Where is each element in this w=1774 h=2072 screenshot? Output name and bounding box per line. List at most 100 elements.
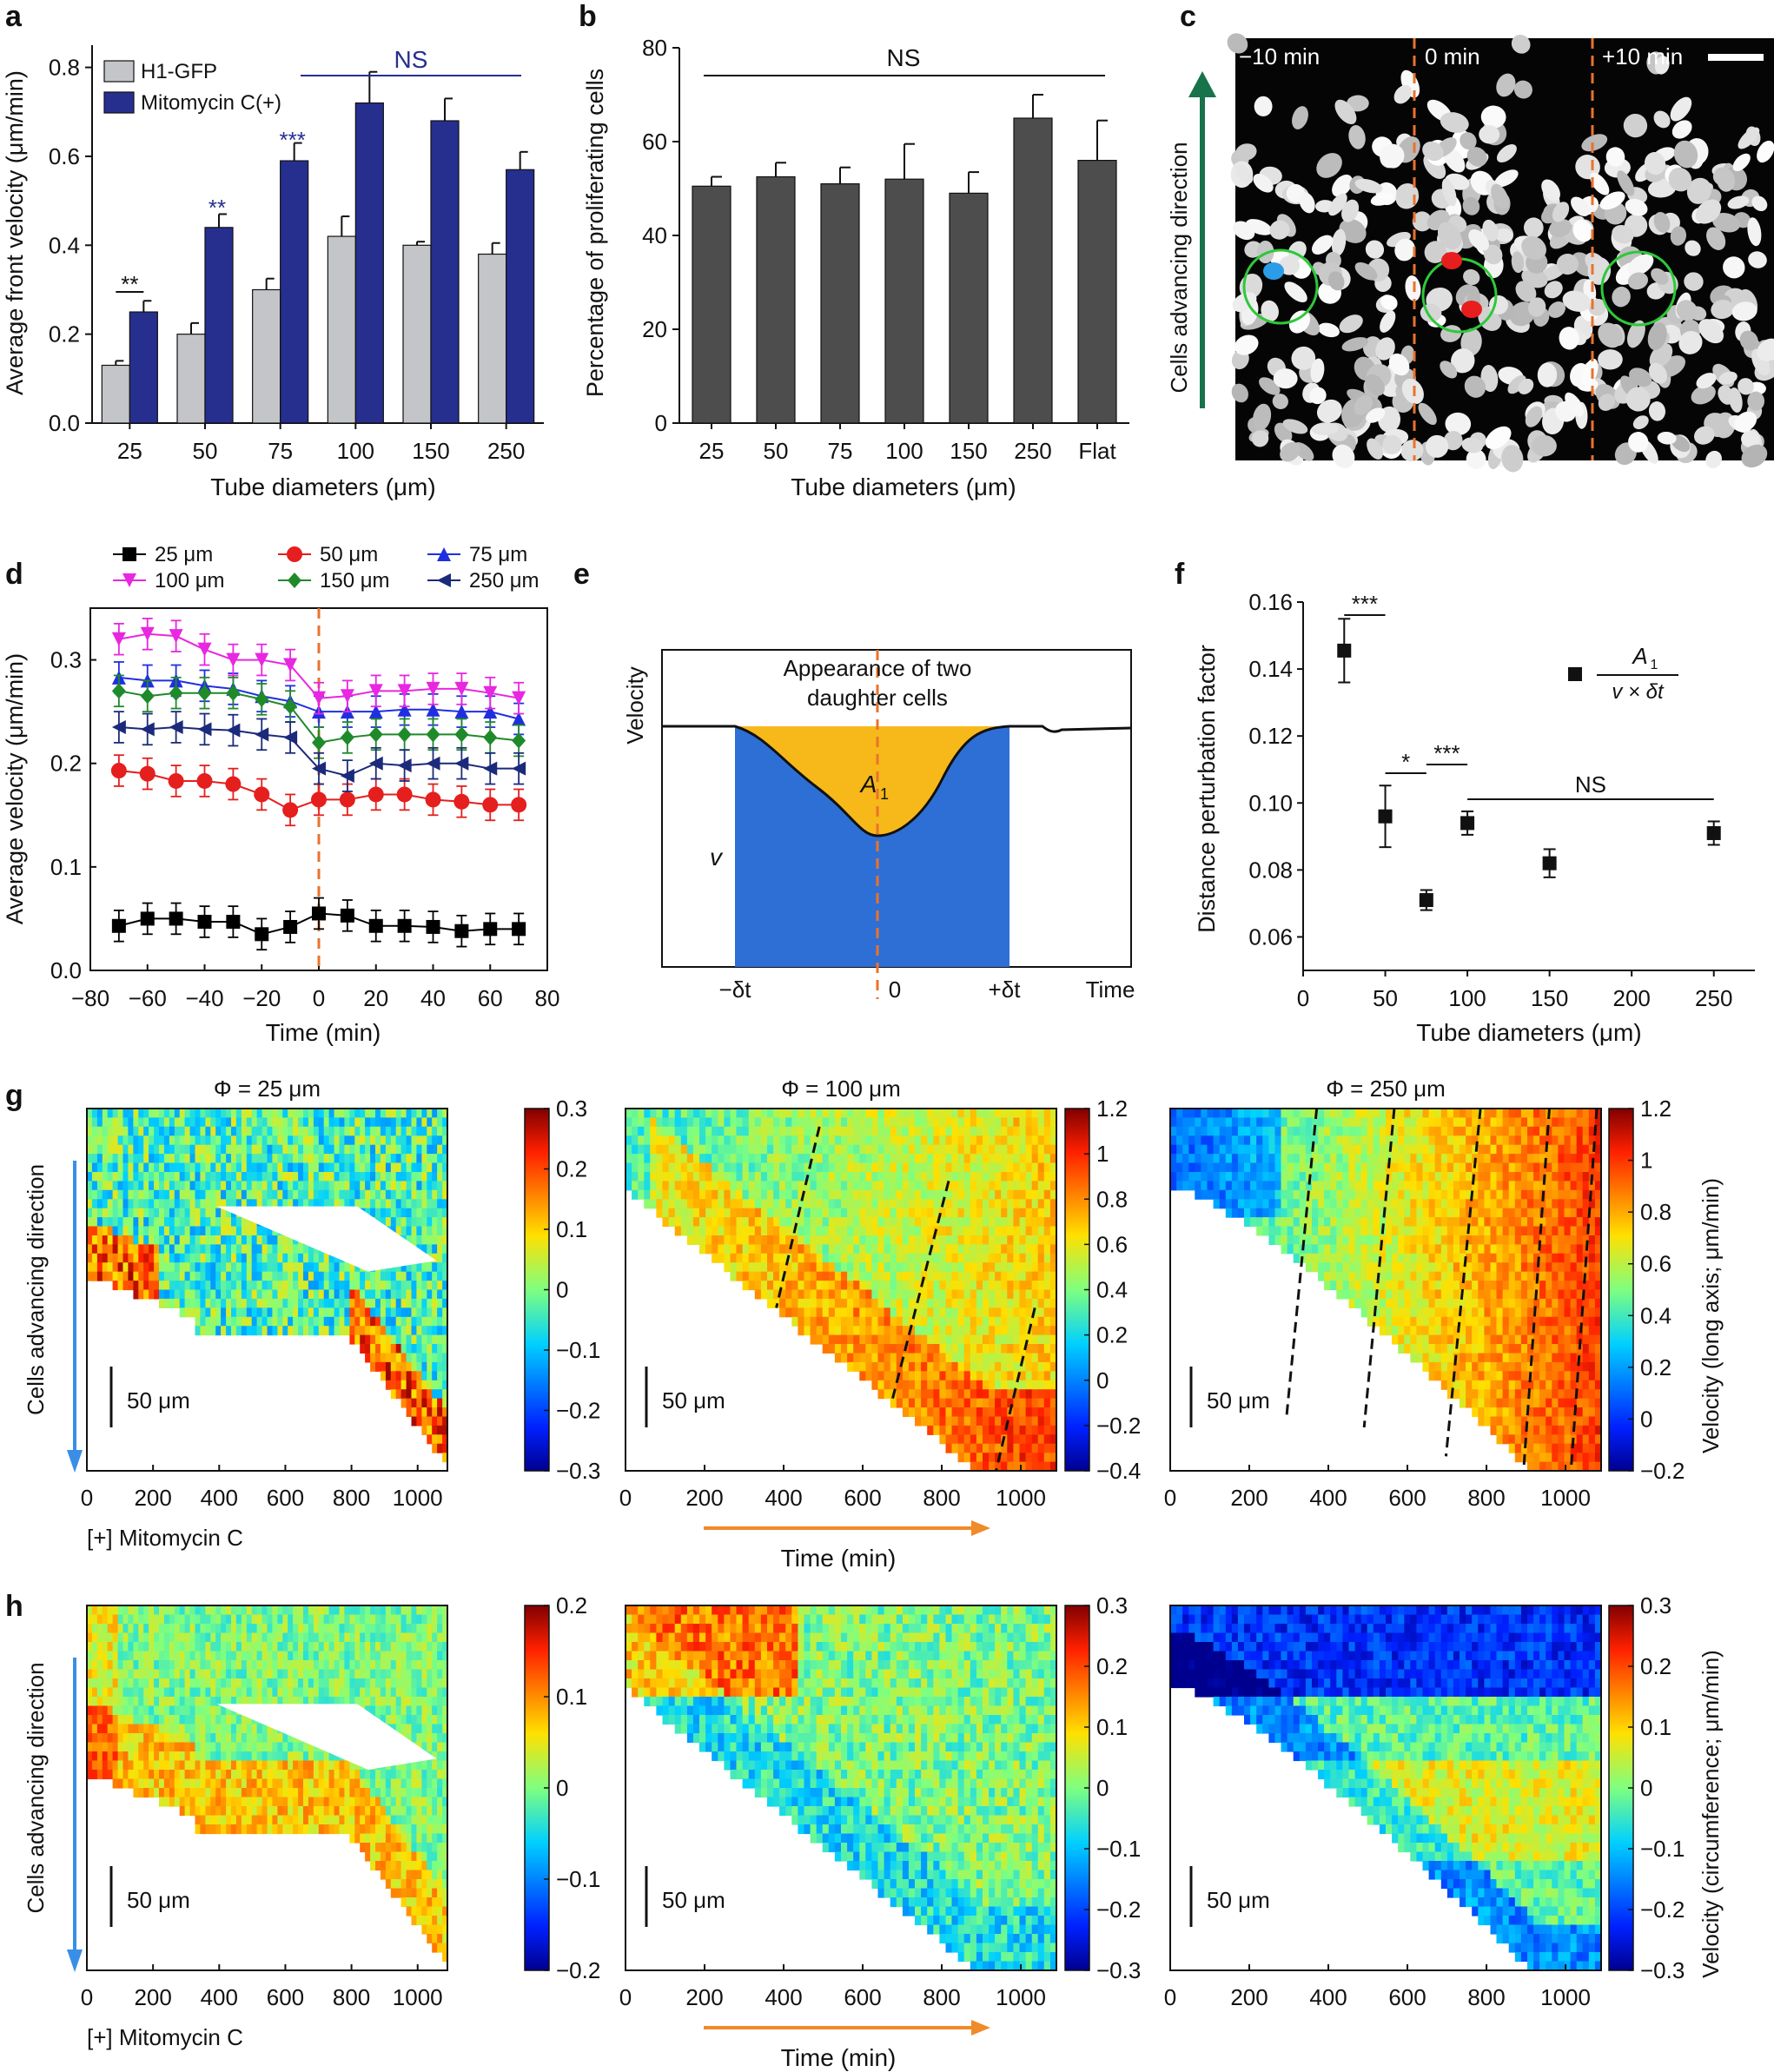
heatmap-cell bbox=[1213, 1189, 1221, 1200]
heatmap-cell bbox=[298, 1298, 304, 1308]
heatmap-cell bbox=[1043, 1162, 1051, 1173]
heatmap-cell bbox=[149, 1109, 155, 1118]
heatmap-cell bbox=[195, 1126, 201, 1136]
heatmap-cell bbox=[303, 1271, 309, 1281]
nucleus bbox=[1496, 144, 1517, 162]
heatmap-cell bbox=[686, 1181, 694, 1191]
scale-bar-label: 50 μm bbox=[662, 1387, 725, 1413]
heatmap-cell bbox=[970, 1307, 977, 1318]
heatmap-cell bbox=[957, 1135, 965, 1146]
heatmap-cell bbox=[360, 1334, 366, 1345]
heatmap-cell bbox=[724, 1126, 731, 1136]
heatmap-cell bbox=[256, 1281, 263, 1291]
heatmap-cell bbox=[871, 1172, 879, 1182]
heatmap-cell bbox=[927, 1353, 934, 1363]
heatmap-cell bbox=[841, 1235, 848, 1245]
heatmap-cell bbox=[427, 1307, 433, 1318]
heatmap-cell bbox=[686, 1117, 694, 1128]
heatmap-cell bbox=[859, 1189, 866, 1200]
heatmap-cell bbox=[112, 1271, 119, 1281]
heatmap-cell bbox=[421, 1217, 427, 1228]
heatmap-cell bbox=[798, 1154, 805, 1164]
heatmap-cell bbox=[138, 1199, 144, 1209]
heatmap-cell bbox=[360, 1199, 366, 1209]
heatmap-cell bbox=[779, 1126, 786, 1136]
heatmap-cell bbox=[195, 1316, 201, 1327]
heatmap-cell bbox=[354, 1316, 361, 1327]
heatmap-cell bbox=[133, 1172, 139, 1182]
heatmap-cell bbox=[395, 1126, 402, 1136]
heatmap-cell bbox=[957, 1199, 965, 1209]
heatmap-cell bbox=[902, 1135, 910, 1146]
heatmap-cell bbox=[970, 1253, 977, 1263]
heatmap-cell bbox=[395, 1380, 402, 1390]
heatmap-cell bbox=[804, 1117, 811, 1128]
heatmap-cell bbox=[226, 1262, 232, 1273]
legend-marker bbox=[122, 547, 136, 561]
heatmap-cell bbox=[989, 1453, 996, 1463]
heatmap-cell bbox=[798, 1172, 805, 1182]
heatmap-cell bbox=[184, 1154, 191, 1164]
heatmap-cell bbox=[102, 1208, 109, 1218]
heatmap-cell bbox=[318, 1135, 325, 1146]
heatmap-cell bbox=[859, 1154, 866, 1164]
heatmap-cell bbox=[416, 1289, 422, 1300]
heatmap-cell bbox=[1231, 1181, 1239, 1191]
heatmap-cell bbox=[390, 1109, 397, 1118]
heatmap-cell bbox=[298, 1117, 304, 1128]
heatmap-cell bbox=[416, 1361, 422, 1372]
heatmap-cell bbox=[754, 1235, 762, 1245]
heatmap-cell bbox=[195, 1307, 201, 1318]
heatmap-cell bbox=[288, 1117, 294, 1128]
nucleus bbox=[1235, 163, 1254, 184]
heatmap-cell bbox=[380, 1271, 387, 1281]
heatmap-cell bbox=[288, 1298, 294, 1308]
heatmap-cell bbox=[1176, 1126, 1183, 1136]
heatmap-cell bbox=[748, 1135, 756, 1146]
heatmap-cell bbox=[724, 1253, 731, 1263]
heatmap-cell bbox=[231, 1271, 237, 1281]
heatmap-cell bbox=[231, 1262, 237, 1273]
heatmap-cell bbox=[1244, 1126, 1251, 1136]
daughter-cell-marker bbox=[1461, 301, 1482, 318]
heatmap-cell bbox=[1237, 1109, 1245, 1118]
heatmap-cell bbox=[406, 1353, 413, 1363]
heatmap-cell bbox=[989, 1334, 996, 1345]
heatmap-cell bbox=[1037, 1262, 1045, 1273]
heatmap-cell bbox=[1201, 1172, 1208, 1182]
heatmap-cell bbox=[308, 1117, 314, 1128]
heatmap-cell bbox=[437, 1181, 443, 1191]
heatmap-cell bbox=[921, 1361, 928, 1372]
heatmap-cell bbox=[785, 1298, 792, 1308]
heatmap-cell bbox=[859, 1235, 866, 1245]
heatmap-cell bbox=[200, 1135, 206, 1146]
heatmap-cell bbox=[349, 1298, 355, 1308]
heatmap-cell bbox=[859, 1162, 866, 1173]
x-axis-label: Time (min) bbox=[266, 1019, 381, 1046]
heatmap-cell bbox=[432, 1162, 438, 1173]
heatmap-cell bbox=[1031, 1217, 1039, 1228]
heatmap-cell bbox=[902, 1289, 910, 1300]
heatmap-cell bbox=[989, 1208, 996, 1218]
heatmap-cell bbox=[976, 1326, 983, 1336]
heatmap-cell bbox=[810, 1298, 817, 1308]
heatmap-cell bbox=[810, 1226, 817, 1236]
heatmap-cell bbox=[221, 1289, 227, 1300]
nucleus bbox=[1705, 450, 1722, 469]
heatmap-cell bbox=[375, 1289, 381, 1300]
heatmap-cell bbox=[437, 1172, 443, 1182]
heatmap-cell bbox=[626, 1162, 632, 1173]
heatmap-cell bbox=[668, 1199, 676, 1209]
heatmap-cell bbox=[680, 1126, 688, 1136]
heatmap-cell bbox=[699, 1189, 706, 1200]
heatmap-cell bbox=[154, 1199, 160, 1209]
heatmap-cell bbox=[360, 1289, 366, 1300]
heatmap-cell bbox=[983, 1389, 990, 1400]
heatmap-cell bbox=[138, 1271, 144, 1281]
heatmap-cell bbox=[205, 1281, 211, 1291]
heatmap-cell bbox=[896, 1217, 904, 1228]
heatmap-cell bbox=[437, 1380, 443, 1390]
heatmap-cell bbox=[828, 1144, 836, 1155]
heatmap-cell bbox=[421, 1126, 427, 1136]
heatmap-cell bbox=[149, 1289, 155, 1300]
